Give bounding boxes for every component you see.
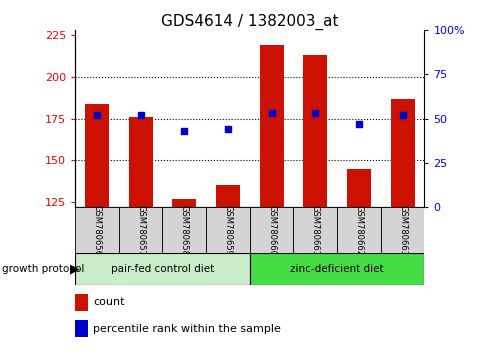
Text: GSM780661: GSM780661 — [310, 205, 319, 256]
Text: percentile rank within the sample: percentile rank within the sample — [93, 324, 281, 334]
Text: GSM780656: GSM780656 — [92, 205, 101, 256]
Bar — [293, 207, 336, 253]
Bar — [302, 55, 327, 207]
Bar — [119, 207, 162, 253]
Bar — [75, 320, 88, 337]
Text: GSM780663: GSM780663 — [397, 205, 406, 256]
Bar — [215, 185, 240, 207]
Bar — [249, 253, 424, 285]
Bar — [75, 207, 119, 253]
Text: GSM780657: GSM780657 — [136, 205, 145, 256]
Text: growth protocol: growth protocol — [2, 264, 85, 274]
Text: GSM780658: GSM780658 — [180, 205, 188, 256]
Text: GSM780659: GSM780659 — [223, 205, 232, 256]
Bar — [75, 253, 249, 285]
Bar — [259, 45, 283, 207]
Bar — [75, 294, 88, 311]
Text: ▶: ▶ — [70, 263, 80, 275]
Bar — [162, 207, 206, 253]
Bar — [336, 207, 380, 253]
Text: GSM780660: GSM780660 — [267, 205, 275, 256]
Bar — [172, 199, 196, 207]
Text: GSM780662: GSM780662 — [354, 205, 363, 256]
Bar — [380, 207, 424, 253]
Bar — [206, 207, 249, 253]
Text: pair-fed control diet: pair-fed control diet — [111, 264, 213, 274]
Title: GDS4614 / 1382003_at: GDS4614 / 1382003_at — [161, 14, 338, 30]
Bar — [85, 104, 109, 207]
Text: zinc-deficient diet: zinc-deficient diet — [289, 264, 383, 274]
Bar — [249, 207, 293, 253]
Bar — [128, 117, 152, 207]
Bar — [346, 169, 370, 207]
Bar — [390, 98, 414, 207]
Text: count: count — [93, 297, 124, 307]
